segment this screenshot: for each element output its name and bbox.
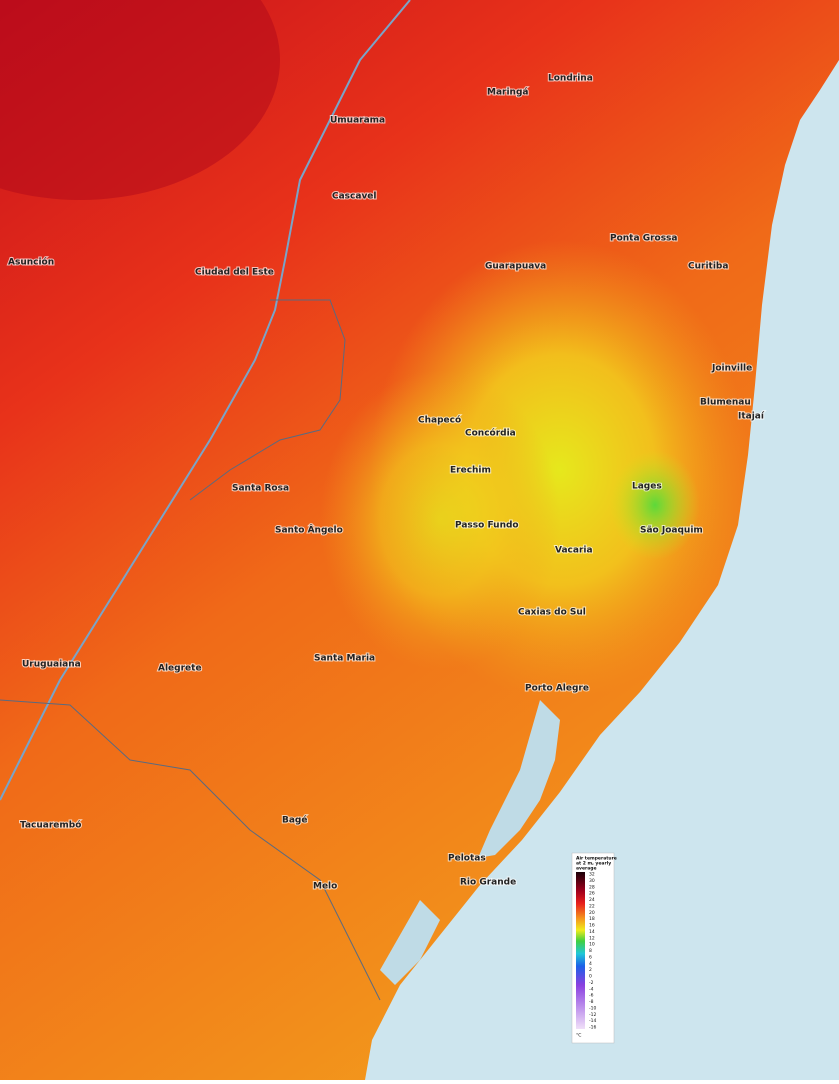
legend-tick-label: 10 bbox=[589, 942, 595, 948]
city: Concórdia bbox=[465, 428, 516, 439]
city-labels: Londrina Maringá Umuarama Cascavel Guara… bbox=[7, 73, 766, 893]
city: Joinville bbox=[711, 364, 752, 374]
legend-tick-label: 16 bbox=[589, 923, 595, 929]
legend-title: average bbox=[576, 866, 597, 872]
legend-tick-label: -14 bbox=[589, 1018, 596, 1024]
city: Santa Maria bbox=[314, 654, 375, 664]
city: Cascavel bbox=[332, 192, 377, 202]
legend-tick-label: 8 bbox=[589, 948, 592, 954]
legend-tick-label: 4 bbox=[589, 961, 592, 967]
legend-tick-label: -10 bbox=[589, 1005, 596, 1011]
legend-tick-label: 30 bbox=[589, 878, 595, 884]
city: Maringá bbox=[487, 88, 528, 98]
river bbox=[0, 0, 411, 801]
city: Caxias do Sul bbox=[518, 608, 586, 618]
city: Blumenau bbox=[700, 398, 751, 408]
legend-tick-label: -2 bbox=[589, 980, 594, 986]
city: Uruguaiana bbox=[22, 660, 81, 670]
city: Porto Alegre bbox=[525, 684, 589, 694]
legend-tick-label: 18 bbox=[589, 916, 595, 922]
city: Ponta Grossa bbox=[610, 234, 678, 244]
legend-tick-label: -6 bbox=[589, 993, 594, 999]
cold-area bbox=[610, 450, 700, 560]
legend-tick-label: 20 bbox=[589, 910, 595, 916]
lagoon bbox=[478, 700, 560, 858]
city: Santa Rosa bbox=[232, 484, 289, 494]
legend: Air temperature at 2 m, yearly average °… bbox=[571, 852, 617, 1044]
legend-tick-label: 14 bbox=[589, 929, 595, 935]
legend-tick-label: -16 bbox=[589, 1025, 596, 1031]
city: Asunción bbox=[8, 257, 54, 268]
city: Tacuarembó bbox=[20, 820, 81, 831]
city: São Joaquim bbox=[640, 526, 703, 536]
legend-tick-label: 32 bbox=[589, 872, 595, 878]
legend-tick-label: -12 bbox=[589, 1012, 596, 1018]
legend-tick-label: 22 bbox=[589, 903, 595, 909]
city: Guarapuava bbox=[485, 262, 546, 272]
legend-tick-label: 2 bbox=[589, 967, 592, 973]
city: Rio Grande bbox=[460, 878, 516, 888]
city: Pelotas bbox=[448, 854, 486, 864]
city: Melo bbox=[313, 882, 337, 892]
legend-tick-label: 24 bbox=[589, 897, 595, 903]
city: Umuarama bbox=[330, 116, 385, 126]
lagoon bbox=[380, 900, 440, 985]
city: Alegrete bbox=[158, 664, 202, 674]
legend-tick-label: 6 bbox=[589, 954, 592, 960]
legend-title: Air temperature bbox=[576, 856, 617, 862]
color-bar bbox=[576, 872, 585, 1029]
highlands bbox=[320, 370, 560, 670]
hot-area bbox=[0, 0, 280, 200]
city: Santo Ângelo bbox=[275, 524, 343, 536]
legend-tick-label: 12 bbox=[589, 935, 595, 941]
legend-tick-label: -4 bbox=[589, 986, 594, 992]
ocean bbox=[365, 0, 839, 1080]
legend-tick-label: -8 bbox=[589, 999, 594, 1005]
legend-unit: °C bbox=[576, 1033, 581, 1039]
city: Ciudad del Este bbox=[195, 268, 274, 278]
city: Itajaí bbox=[738, 412, 765, 422]
border bbox=[189, 299, 346, 501]
city: Erechim bbox=[450, 466, 491, 476]
legend-tick-label: 0 bbox=[589, 974, 592, 980]
city: Londrina bbox=[548, 74, 593, 84]
legend-tick-label: 28 bbox=[589, 884, 595, 890]
city: Bagé bbox=[282, 815, 307, 826]
city: Passo Fundo bbox=[455, 521, 519, 531]
city: Chapecó bbox=[418, 415, 461, 426]
legend-title: at 2 m, yearly bbox=[576, 861, 611, 867]
city: Lages bbox=[632, 482, 662, 492]
city: Vacaria bbox=[555, 546, 593, 556]
legend-tick-label: 26 bbox=[589, 891, 595, 897]
city: Curitiba bbox=[688, 262, 728, 272]
border bbox=[0, 699, 381, 1001]
